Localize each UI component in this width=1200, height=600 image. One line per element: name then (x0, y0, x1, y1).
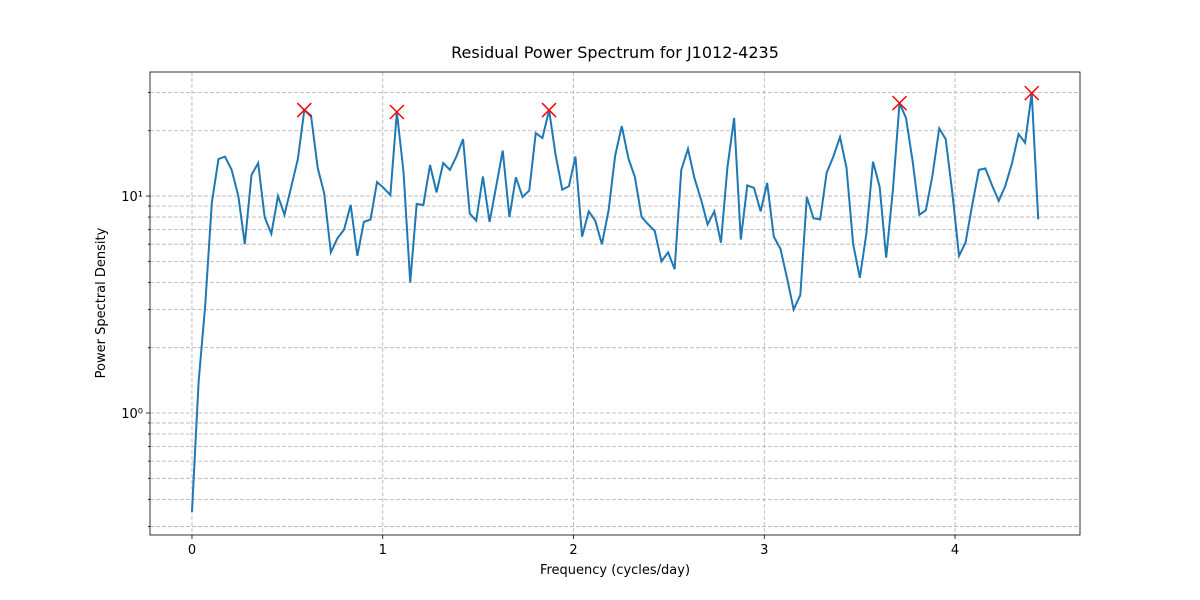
x-tick-label: 2 (569, 543, 577, 558)
peak-marker (1024, 85, 1040, 101)
x-axis-label: Frequency (cycles/day) (540, 563, 690, 578)
peak-marker (296, 102, 312, 118)
peak-marker (389, 104, 405, 120)
peak-marker (541, 102, 557, 118)
peak-marker (892, 95, 908, 111)
y-tick-label: 10⁰ (121, 407, 143, 422)
y-axis-label: Power Spectral Density (94, 227, 109, 378)
x-tick-label: 4 (951, 543, 959, 558)
axes-frame (149, 71, 1081, 536)
y-tick-label: 10¹ (121, 190, 143, 205)
x-tick-label: 1 (379, 543, 387, 558)
x-tick-label: 0 (188, 543, 196, 558)
spectrum-line (190, 93, 1040, 512)
chart-title: Residual Power Spectrum for J1012-4235 (451, 43, 779, 62)
x-tick-label: 3 (760, 543, 768, 558)
